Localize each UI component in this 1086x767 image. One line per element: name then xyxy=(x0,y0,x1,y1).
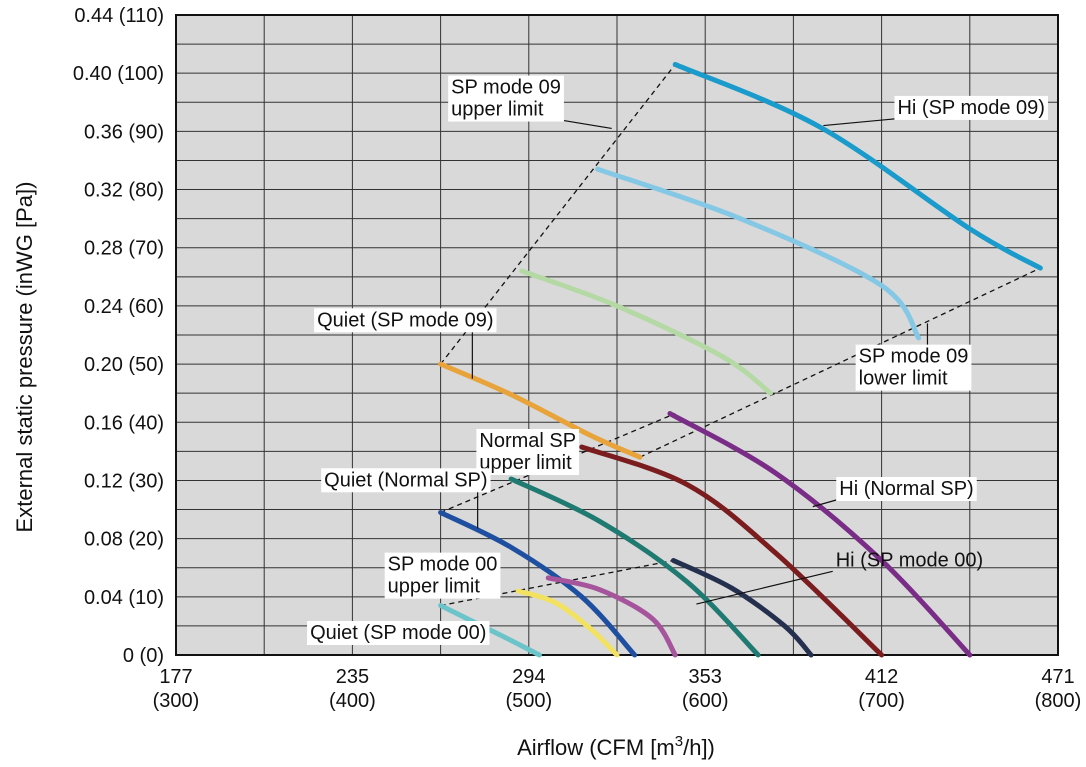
y-tick-label: 0.40 (100) xyxy=(73,63,164,85)
series-curve-3 xyxy=(519,268,773,396)
series-curve-7 xyxy=(508,476,761,658)
x-axis-title-tail: /h]) xyxy=(683,735,715,760)
x-tick-sublabel: (600) xyxy=(682,690,729,712)
annotation-label: SP mode 09 xyxy=(859,346,969,368)
y-tick-label: 0 (0) xyxy=(123,645,164,667)
y-tick-label: 0.12 (30) xyxy=(84,470,164,492)
annotation-leader xyxy=(696,570,833,605)
x-tick-label: 177 xyxy=(159,666,192,688)
annotation-2: Hi (SP mode 09) xyxy=(823,95,1048,127)
annotation-box xyxy=(307,621,490,645)
x-tick-label: 412 xyxy=(865,666,898,688)
x-tick-label: 294 xyxy=(512,666,545,688)
series-curve-11 xyxy=(515,588,620,658)
y-tick-label: 0.24 (60) xyxy=(84,296,164,318)
annotation-box xyxy=(836,477,977,501)
annotation-10: Quiet (SP mode 00) xyxy=(307,621,490,645)
annotation-box xyxy=(894,95,1048,120)
x-tick-sublabel: (500) xyxy=(505,690,552,712)
annotation-box xyxy=(321,468,491,493)
y-tick-label: 0.20 (50) xyxy=(84,354,164,376)
x-tick-label: 353 xyxy=(689,666,722,688)
x-tick-label: 235 xyxy=(336,666,369,688)
annotation-label: Normal SP xyxy=(479,430,576,452)
y-tick-label: 0.36 (90) xyxy=(84,121,164,143)
annotation-label: SP mode 00 xyxy=(388,554,498,576)
annotation-4: Quiet (SP mode 09) xyxy=(314,308,497,379)
annotation-box xyxy=(476,429,580,475)
limit-line-4 xyxy=(639,267,1041,458)
annotation-label: Hi (Normal SP) xyxy=(839,478,973,500)
annotation-label: Quiet (Normal SP) xyxy=(324,469,487,491)
annotation-label: lower limit xyxy=(859,368,948,390)
annotation-box xyxy=(314,308,497,333)
annotation-6: Hi (Normal SP) xyxy=(812,477,977,508)
x-axis-title: Airflow (CFM [m3/h]) xyxy=(517,733,715,760)
x-tick-sublabel: (700) xyxy=(858,690,905,712)
x-axis-title-superscript: 3 xyxy=(675,733,683,750)
annotation-label: Hi (SP mode 09) xyxy=(897,97,1044,119)
grid xyxy=(175,14,1059,656)
annotation-box xyxy=(855,344,972,391)
series-curve-12 xyxy=(438,603,542,658)
y-tick-label: 0.04 (10) xyxy=(84,587,164,609)
x-axis-title-main: Airflow (CFM [m xyxy=(517,735,675,760)
series-curve-5 xyxy=(579,444,885,658)
series-curve-8 xyxy=(438,509,638,658)
series-curve-4 xyxy=(438,361,643,460)
series-curve-2 xyxy=(595,166,922,341)
annotation-label: upper limit xyxy=(388,576,481,598)
annotation-leader xyxy=(563,119,612,130)
y-tick-label: 0.32 (80) xyxy=(84,180,164,202)
annotation-label: upper limit xyxy=(451,99,544,121)
series-curve-10 xyxy=(545,575,678,658)
y-tick-label: 0.44 (110) xyxy=(74,5,164,27)
annotation-label: Quiet (SP mode 00) xyxy=(310,622,486,644)
x-tick-sublabel: (300) xyxy=(153,690,200,712)
annotation-label: Quiet (SP mode 09) xyxy=(317,309,493,331)
x-tick-sublabel: (800) xyxy=(1035,690,1082,712)
x-tick-sublabel: (400) xyxy=(329,690,376,712)
y-tick-label: 0.16 (40) xyxy=(84,412,164,434)
y-axis-title: External static pressure (inWG [Pa]) xyxy=(12,182,37,533)
annotation-label: Hi (SP mode 00) xyxy=(836,549,983,571)
tick-labels: 0 (0) 0.04 (10) 0.08 (20) 0.12 (30) 0.16 (40… xyxy=(73,5,1082,712)
annotation-box xyxy=(384,552,501,599)
y-tick-label: 0.28 (70) xyxy=(84,238,164,260)
series-curve-6 xyxy=(667,411,973,658)
series-curve-1 xyxy=(672,61,1043,271)
annotation-label: SP mode 09 xyxy=(451,77,561,99)
annotation-box xyxy=(448,75,564,122)
annotation-leader xyxy=(812,499,837,508)
annotation-9: Hi (SP mode 00) xyxy=(696,549,983,605)
annotation-label: upper limit xyxy=(479,452,572,474)
series-curve-9 xyxy=(670,557,814,658)
annotation-leader xyxy=(823,118,895,127)
y-tick-label: 0.08 (20) xyxy=(84,529,164,551)
series-lines xyxy=(438,61,1043,658)
x-tick-label: 471 xyxy=(1041,666,1074,688)
annotation-7: Quiet (Normal SP) xyxy=(321,468,491,529)
